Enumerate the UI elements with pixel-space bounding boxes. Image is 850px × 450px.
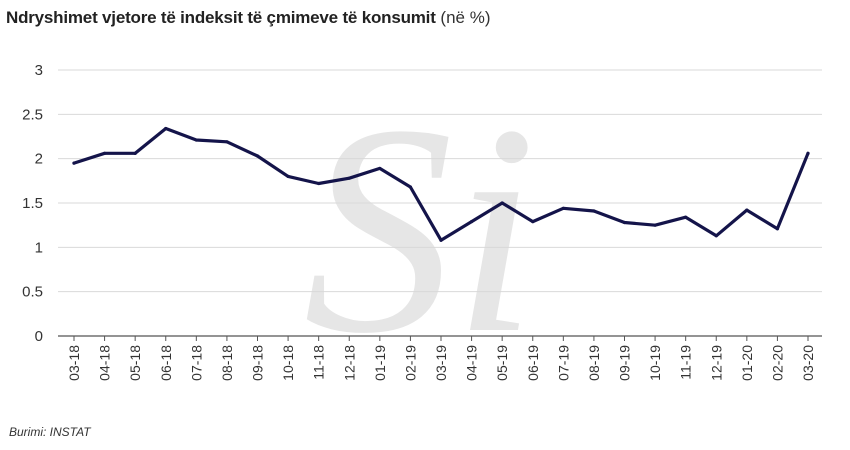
x-tick-label: 12-19 — [708, 345, 724, 381]
data-point — [592, 209, 596, 213]
data-point — [164, 126, 168, 131]
x-tick-label: 03-18 — [66, 345, 82, 381]
data-point — [72, 161, 76, 165]
data-point — [745, 208, 749, 212]
data-point — [714, 234, 718, 238]
x-tick-label: 12-18 — [341, 345, 357, 381]
y-tick-label: 0.5 — [22, 284, 43, 301]
y-tick-label: 1.5 — [22, 195, 43, 212]
data-point — [347, 176, 351, 180]
data-point — [806, 151, 810, 155]
y-tick-label: 3 — [35, 62, 43, 79]
data-point — [317, 181, 321, 186]
data-point — [194, 138, 198, 142]
x-tick-label: 10-18 — [280, 345, 296, 381]
data-point — [133, 151, 137, 155]
x-tick-label: 01-19 — [372, 345, 388, 381]
chart-title: Ndryshimet vjetore të indeksit të çmimev… — [6, 8, 490, 28]
x-tick-label: 03-19 — [433, 345, 449, 381]
x-tick-label: 05-18 — [127, 345, 143, 381]
data-point — [378, 166, 382, 171]
y-tick-label: 0 — [35, 328, 43, 345]
x-tick-label: 09-18 — [250, 345, 266, 381]
data-point — [286, 174, 290, 178]
y-axis: 0 0.5 1 1.5 2 2.5 3 — [22, 62, 43, 345]
data-point — [408, 185, 413, 189]
x-tick-label: 04-18 — [97, 345, 113, 381]
x-tick-label: 02-20 — [769, 345, 785, 381]
data-point — [775, 227, 780, 231]
chart-title-unit: (në %) — [440, 8, 491, 27]
x-tick-label: 11-19 — [678, 345, 694, 380]
data-point — [622, 220, 627, 225]
source-note: Burimi: INSTAT — [9, 425, 91, 439]
data-point — [102, 151, 107, 155]
y-tick-label: 2.5 — [22, 106, 43, 123]
x-tick-label: 08-19 — [586, 345, 602, 381]
data-point — [653, 223, 657, 227]
x-tick-label: 03-20 — [800, 345, 816, 381]
x-tick-label: 06-18 — [158, 345, 174, 381]
x-tick-label: 10-19 — [647, 345, 663, 381]
data-point — [255, 154, 260, 158]
watermark-logo: Si — [303, 63, 536, 395]
x-tick-label: 04-19 — [464, 345, 480, 381]
x-axis: 03-18 04-18 05-18 06-18 07-18 08-18 09-18 10-18… — [66, 336, 816, 381]
x-tick-label: 06-19 — [525, 345, 541, 381]
gridlines — [58, 69, 822, 337]
data-point — [225, 140, 229, 144]
x-tick-label: 07-18 — [188, 345, 204, 381]
chart-title-main: Ndryshimet vjetore të indeksit të çmimev… — [6, 8, 436, 27]
data-point — [561, 206, 565, 210]
data-point — [684, 215, 688, 219]
x-tick-label: 11-18 — [311, 345, 327, 380]
x-tick-label: 05-19 — [494, 345, 510, 381]
data-point — [531, 220, 535, 224]
x-tick-label: 09-19 — [617, 345, 633, 381]
x-tick-label: 07-19 — [555, 345, 571, 381]
y-tick-label: 1 — [35, 239, 43, 256]
data-point — [500, 201, 504, 205]
x-tick-label: 02-19 — [402, 345, 418, 381]
series-layer — [72, 126, 810, 242]
x-tick-label: 08-18 — [219, 345, 235, 381]
y-tick-label: 2 — [35, 151, 43, 168]
data-point — [469, 220, 474, 224]
data-point — [439, 238, 443, 242]
x-tick-label: 01-20 — [739, 345, 755, 381]
